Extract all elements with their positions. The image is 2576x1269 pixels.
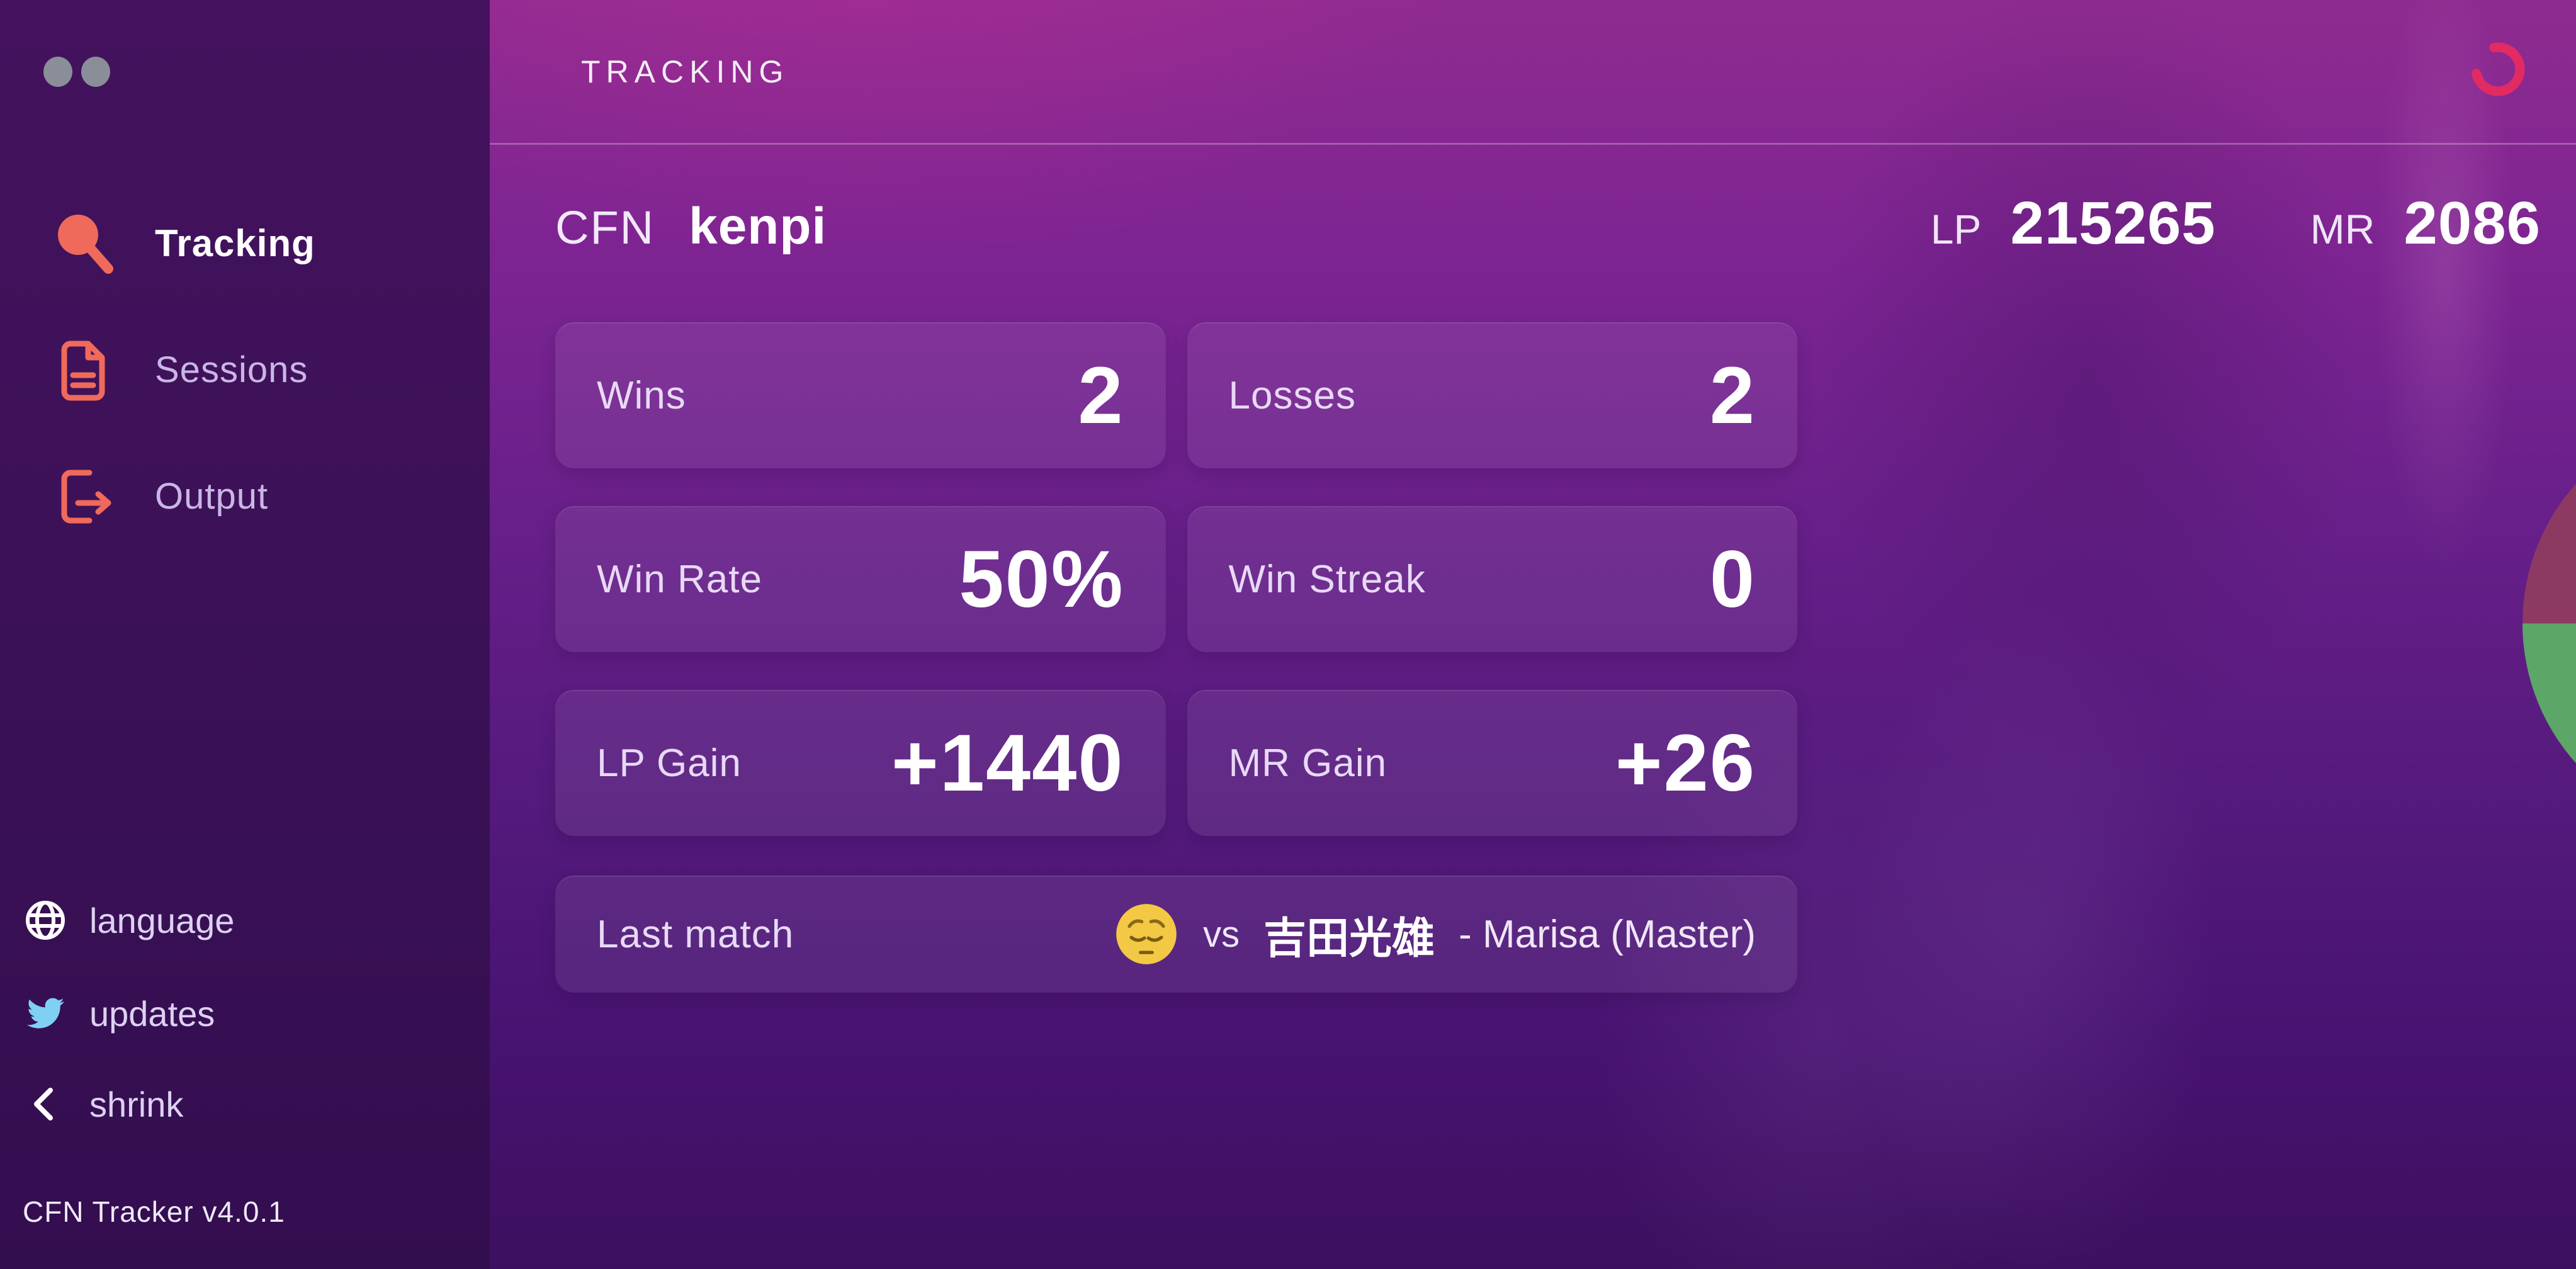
sidebar-item-label: Output — [155, 475, 269, 517]
stat-card-win-rate: Win Rate 50% — [555, 506, 1166, 652]
sidebar-item-label: shrink — [89, 1084, 184, 1124]
opponent-character: - Marisa (Master) — [1459, 912, 1756, 956]
window-dot-icon[interactable] — [81, 57, 110, 87]
stat-card-losses: Losses 2 — [1187, 322, 1797, 468]
magnifier-icon — [49, 208, 118, 278]
globe-icon — [24, 899, 67, 942]
stat-label: Win Streak — [1228, 557, 1426, 601]
stat-value: 50% — [959, 534, 1124, 624]
sidebar-item-label: language — [89, 900, 235, 940]
last-match-card: Last match vs 吉田光雄 - Ma — [555, 876, 1797, 993]
stat-value: 2 — [1709, 350, 1756, 441]
last-match-details: vs 吉田光雄 - Marisa (Master) — [1114, 901, 1756, 967]
file-export-icon — [49, 461, 118, 531]
win-loss-donut-chart — [2522, 414, 2576, 833]
window-controls — [43, 57, 110, 87]
lp-label: LP — [1930, 206, 1982, 252]
sidebar-item-language[interactable]: language — [0, 883, 490, 958]
sidebar-item-output[interactable]: Output — [0, 449, 490, 543]
twitter-icon — [24, 992, 67, 1035]
stat-value: 2 — [1078, 350, 1124, 441]
stat-value: 0 — [1709, 534, 1756, 624]
page-title: TRACKING — [581, 54, 789, 89]
sidebar: Tracking Sessions Output — [0, 0, 490, 1269]
sidebar-item-shrink[interactable]: shrink — [0, 1066, 490, 1142]
stat-card-lp-gain: LP Gain +1440 — [555, 690, 1166, 836]
cfn-username: kenpi — [689, 198, 827, 255]
stat-label: LP Gain — [597, 741, 742, 785]
lp-value: 215265 — [2010, 189, 2216, 257]
stat-label: Losses — [1228, 373, 1356, 417]
window-dot-icon[interactable] — [43, 57, 72, 87]
loading-spinner-icon — [2468, 39, 2528, 99]
sidebar-item-sessions[interactable]: Sessions — [0, 322, 490, 417]
player-summary: CFN kenpi LP 215265 MR 2086 — [555, 189, 2541, 283]
last-match-label: Last match — [597, 912, 794, 956]
main-content: TRACKING CFN kenpi LP 215265 MR 2086 Win… — [490, 0, 2576, 1269]
app-version: CFN Tracker v4.0.1 — [23, 1195, 285, 1228]
sidebar-item-tracking[interactable]: Tracking — [0, 196, 490, 290]
stat-label: Win Rate — [597, 557, 762, 601]
document-icon — [49, 335, 118, 404]
opponent-name: 吉田光雄 — [1263, 914, 1435, 962]
stat-card-win-streak: Win Streak 0 — [1187, 506, 1797, 652]
page-header: TRACKING — [490, 0, 2576, 145]
stat-value: +1440 — [891, 718, 1124, 808]
stats-grid: Wins 2 Losses 2 Win Rate 50% Win Streak … — [555, 322, 1797, 993]
chevron-left-icon — [24, 1083, 67, 1125]
sidebar-item-label: updates — [89, 993, 215, 1034]
stat-label: Wins — [597, 373, 686, 417]
mr-label: MR — [2310, 206, 2375, 252]
mr-group: MR 2086 — [2310, 189, 2541, 258]
sidebar-item-label: Sessions — [155, 349, 308, 390]
mr-value: 2086 — [2404, 189, 2541, 257]
stat-value: +26 — [1615, 718, 1756, 808]
vs-label: vs — [1203, 913, 1240, 955]
sidebar-item-label: Tracking — [155, 222, 315, 264]
lp-group: LP 215265 — [1931, 189, 2216, 258]
sidebar-item-updates[interactable]: updates — [0, 976, 490, 1051]
stat-card-wins: Wins 2 — [555, 322, 1166, 468]
stat-card-mr-gain: MR Gain +26 — [1187, 690, 1797, 836]
stat-label: MR Gain — [1228, 741, 1387, 785]
pensive-emoji-icon — [1114, 901, 1179, 967]
cfn-network-label: CFN — [555, 201, 655, 254]
